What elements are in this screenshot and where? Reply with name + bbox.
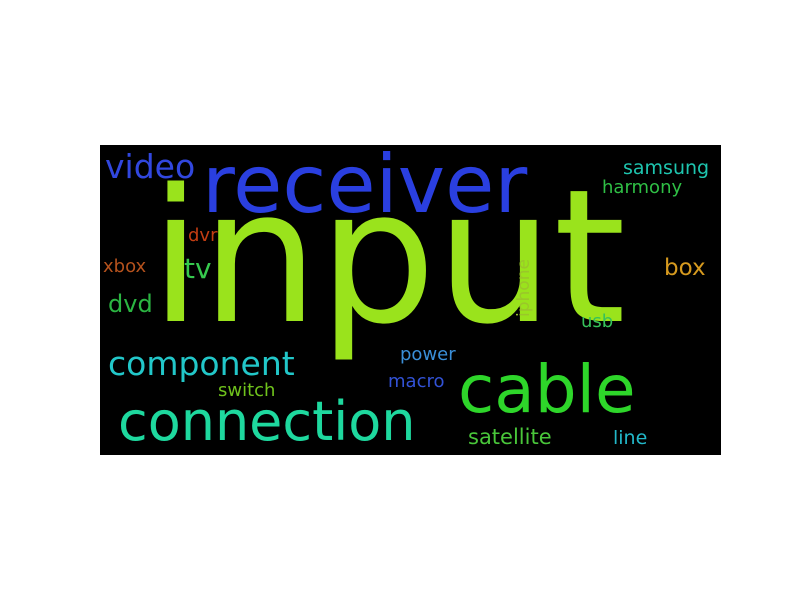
word-switch: switch bbox=[218, 380, 276, 401]
word-samsung: samsung bbox=[623, 157, 710, 179]
word-tv: tv bbox=[184, 252, 212, 285]
word-box: box bbox=[664, 255, 706, 281]
word-video: video bbox=[105, 147, 196, 186]
word-macro: macro bbox=[388, 371, 445, 392]
word-dvr: dvr bbox=[188, 225, 218, 246]
word-input: input bbox=[150, 149, 626, 365]
word-receiver: receiver bbox=[202, 145, 528, 231]
word-connection: connection bbox=[118, 390, 416, 453]
word-line: line bbox=[613, 427, 648, 449]
word-usb: usb bbox=[581, 311, 614, 332]
word-xbox: xbox bbox=[103, 256, 147, 277]
word-power: power bbox=[400, 344, 456, 365]
word-component: component bbox=[108, 344, 295, 383]
word-iphone: iphone bbox=[514, 259, 534, 317]
word-dvd: dvd bbox=[108, 290, 153, 318]
word-cloud: input receiver cable connection componen… bbox=[100, 145, 721, 455]
word-satellite: satellite bbox=[468, 425, 552, 449]
word-harmony: harmony bbox=[602, 177, 683, 198]
word-cable: cable bbox=[458, 351, 636, 428]
